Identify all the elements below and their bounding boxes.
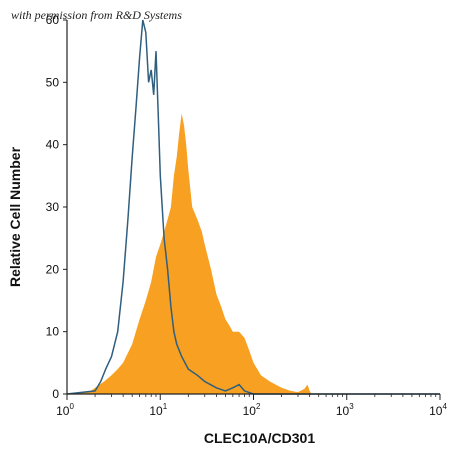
y-tick-label: 50	[46, 75, 60, 89]
x-tick-label: 102	[243, 402, 261, 418]
x-tick-label: 100	[56, 402, 74, 418]
y-tick-label: 40	[46, 138, 60, 152]
outline-histogram-series	[66, 19, 440, 395]
y-axis-title: Relative Cell Number	[7, 146, 23, 287]
x-tick-label: 101	[149, 402, 167, 418]
watermark: with permission from R&D Systems	[11, 8, 182, 22]
y-tick-label: 20	[46, 262, 60, 276]
series-layer	[66, 19, 440, 395]
y-tick-label: 60	[46, 13, 60, 27]
tick-layer: 0 10 20 30 40 50 60 100 101 102 103 104	[46, 13, 448, 418]
axes-layer	[66, 20, 440, 395]
y-tick-label: 0	[52, 387, 59, 401]
filled-histogram-series	[67, 113, 440, 394]
x-axis-title: CLEC10A/CD301	[204, 430, 315, 446]
x-tick-label: 104	[429, 402, 447, 418]
x-tick-label: 103	[336, 402, 354, 418]
y-tick-label: 30	[46, 200, 60, 214]
y-tick-label: 10	[46, 325, 60, 339]
